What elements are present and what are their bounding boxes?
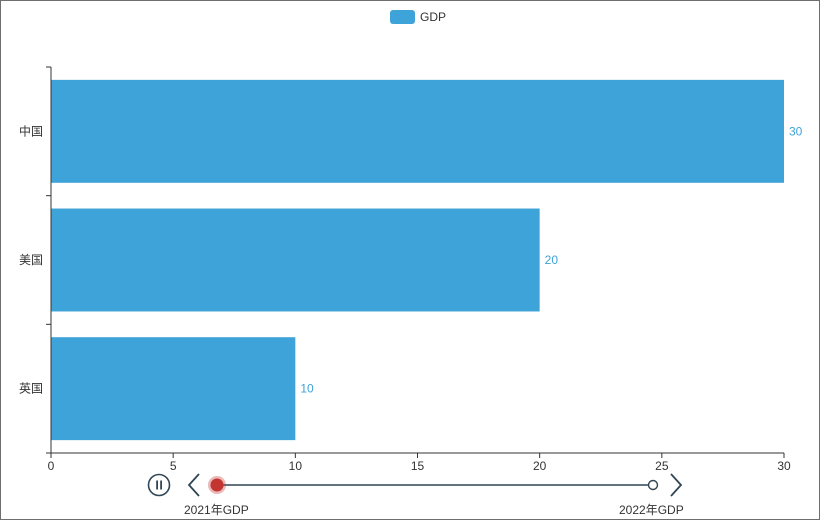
data-label: 30 xyxy=(789,124,803,138)
bar-1[interactable] xyxy=(51,208,540,312)
data-label: 10 xyxy=(300,382,314,396)
data-label: 20 xyxy=(545,253,559,267)
timeline-point[interactable] xyxy=(647,479,659,491)
bar-0[interactable] xyxy=(51,337,296,441)
y-tick-label: 英国 xyxy=(19,382,43,396)
legend[interactable]: GDP xyxy=(390,9,446,25)
x-tick-label: 15 xyxy=(411,459,425,473)
timeline-point-active[interactable] xyxy=(210,478,224,492)
legend-label-gdp: GDP xyxy=(420,10,447,24)
pause-icon xyxy=(160,480,162,490)
x-tick-label: 0 xyxy=(48,459,55,473)
previous-button[interactable] xyxy=(187,473,200,497)
next-button[interactable] xyxy=(670,473,683,497)
bar-2[interactable] xyxy=(51,79,785,183)
x-tick-label: 10 xyxy=(289,459,303,473)
x-tick-label: 20 xyxy=(533,459,547,473)
x-tick-label: 5 xyxy=(170,459,177,473)
x-tick-label: 30 xyxy=(777,459,791,473)
pause-icon xyxy=(156,480,158,490)
x-tick-label: 25 xyxy=(655,459,669,473)
y-tick-label: 美国 xyxy=(19,253,43,267)
timeline-label-2022[interactable]: 2022年GDP xyxy=(619,503,684,517)
legend-swatch-gdp xyxy=(390,10,415,24)
timeline-label-2021[interactable]: 2021年GDP xyxy=(184,503,249,517)
pause-button[interactable] xyxy=(147,473,171,497)
y-tick-label: 中国 xyxy=(19,123,43,138)
